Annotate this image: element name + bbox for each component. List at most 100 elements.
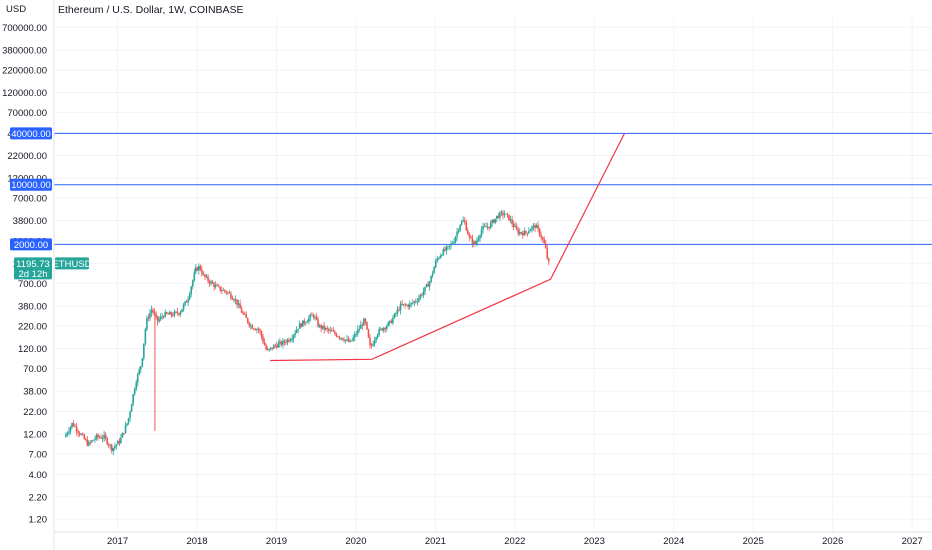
candle-body (147, 317, 150, 319)
candle-body (219, 286, 222, 291)
grid (54, 18, 932, 532)
candle-body (66, 433, 69, 435)
candle-body (496, 215, 498, 219)
candle-body (543, 239, 545, 244)
candle-body (136, 374, 139, 383)
candle-body (413, 301, 416, 303)
candle-body (170, 312, 173, 316)
candle-body (271, 347, 274, 349)
candle-body (537, 225, 539, 229)
candle-body (445, 246, 448, 251)
candle-body (124, 425, 127, 433)
candle-body (84, 438, 87, 440)
candle-body (367, 329, 370, 338)
candle-body (114, 446, 116, 448)
trend-polyline[interactable] (270, 133, 626, 362)
candle-body (372, 344, 374, 346)
currency-label: USD (6, 4, 26, 15)
candle-body (404, 304, 406, 306)
candle-body (275, 345, 278, 348)
candle-body (531, 226, 533, 230)
candle-body (187, 299, 189, 303)
candle-body (167, 313, 170, 315)
candle-body (390, 320, 393, 324)
candle-body (462, 220, 465, 222)
candle-body (78, 432, 81, 435)
candle-body (118, 440, 121, 444)
candle-body (246, 318, 249, 323)
candle-body (121, 432, 124, 438)
candle-body (115, 444, 118, 447)
candle-body (353, 334, 356, 338)
candle-body (352, 337, 354, 341)
candle-body (176, 311, 179, 314)
candle-body (173, 311, 176, 316)
candle-body (156, 316, 159, 322)
candle-body (416, 301, 419, 303)
candle-body (283, 340, 286, 343)
y-tick-label: 12.00 (23, 429, 47, 440)
candle-body (425, 284, 428, 287)
candle-body (146, 317, 148, 330)
y-tick-label: 2.20 (29, 492, 48, 503)
candle-body (344, 339, 347, 341)
candle-body (260, 331, 263, 337)
candle-body (295, 329, 298, 333)
candle-body (89, 442, 92, 443)
candle-body (327, 328, 330, 331)
candle-body (98, 437, 101, 438)
candle-body (398, 309, 400, 311)
horizontal-levels (54, 132, 932, 245)
candle-body (133, 389, 136, 395)
candle-body (366, 321, 368, 330)
candle-body (144, 329, 147, 344)
candle-body (502, 212, 504, 216)
candle-body (427, 284, 429, 287)
candle-body (181, 309, 183, 313)
candle-body (439, 255, 442, 259)
candle-body (392, 317, 394, 324)
candle-body (250, 325, 252, 327)
x-tick-label: 2020 (345, 536, 366, 547)
candle-body (369, 337, 371, 346)
candle-body (123, 432, 125, 434)
candle-body (277, 343, 280, 348)
candle-body (421, 294, 423, 296)
x-tick-label: 2024 (663, 536, 684, 547)
candle-body (65, 434, 67, 438)
candle-body (149, 313, 151, 319)
candle-body (347, 339, 350, 342)
candle-body (399, 303, 402, 311)
candle-body (334, 331, 336, 334)
candle-body (482, 226, 484, 230)
candle-body (198, 265, 200, 271)
candle-body (300, 323, 303, 327)
candle-body (272, 345, 275, 349)
x-tick-label: 2018 (186, 536, 207, 547)
candle-body (460, 221, 463, 225)
candle-body (384, 327, 387, 329)
candle-body (253, 328, 255, 330)
candle-body (318, 325, 321, 327)
candle-body (370, 345, 373, 347)
candle-body (231, 298, 234, 300)
y-tick-label: 120.00 (18, 344, 47, 355)
y-tick-label: 22.00 (23, 407, 47, 418)
candle-body (517, 229, 520, 234)
candle-body (243, 313, 246, 315)
countdown-label: 2d 12h (18, 269, 47, 280)
y-tick-label: 22000.00 (7, 151, 47, 162)
candle-body (358, 328, 361, 330)
candle-body (81, 434, 84, 436)
symbol-badge-box (55, 257, 89, 270)
y-tick-label: 7000.00 (13, 193, 47, 204)
candle-body (208, 281, 211, 284)
candle-body (375, 337, 377, 341)
candle-body (437, 258, 440, 260)
x-axis[interactable]: 2017 2018 2019 2020 2021 2022 2023 2024 2025 2026… (54, 531, 932, 547)
symbol-label: ETHUSD (52, 259, 91, 270)
candle-body (453, 242, 455, 244)
